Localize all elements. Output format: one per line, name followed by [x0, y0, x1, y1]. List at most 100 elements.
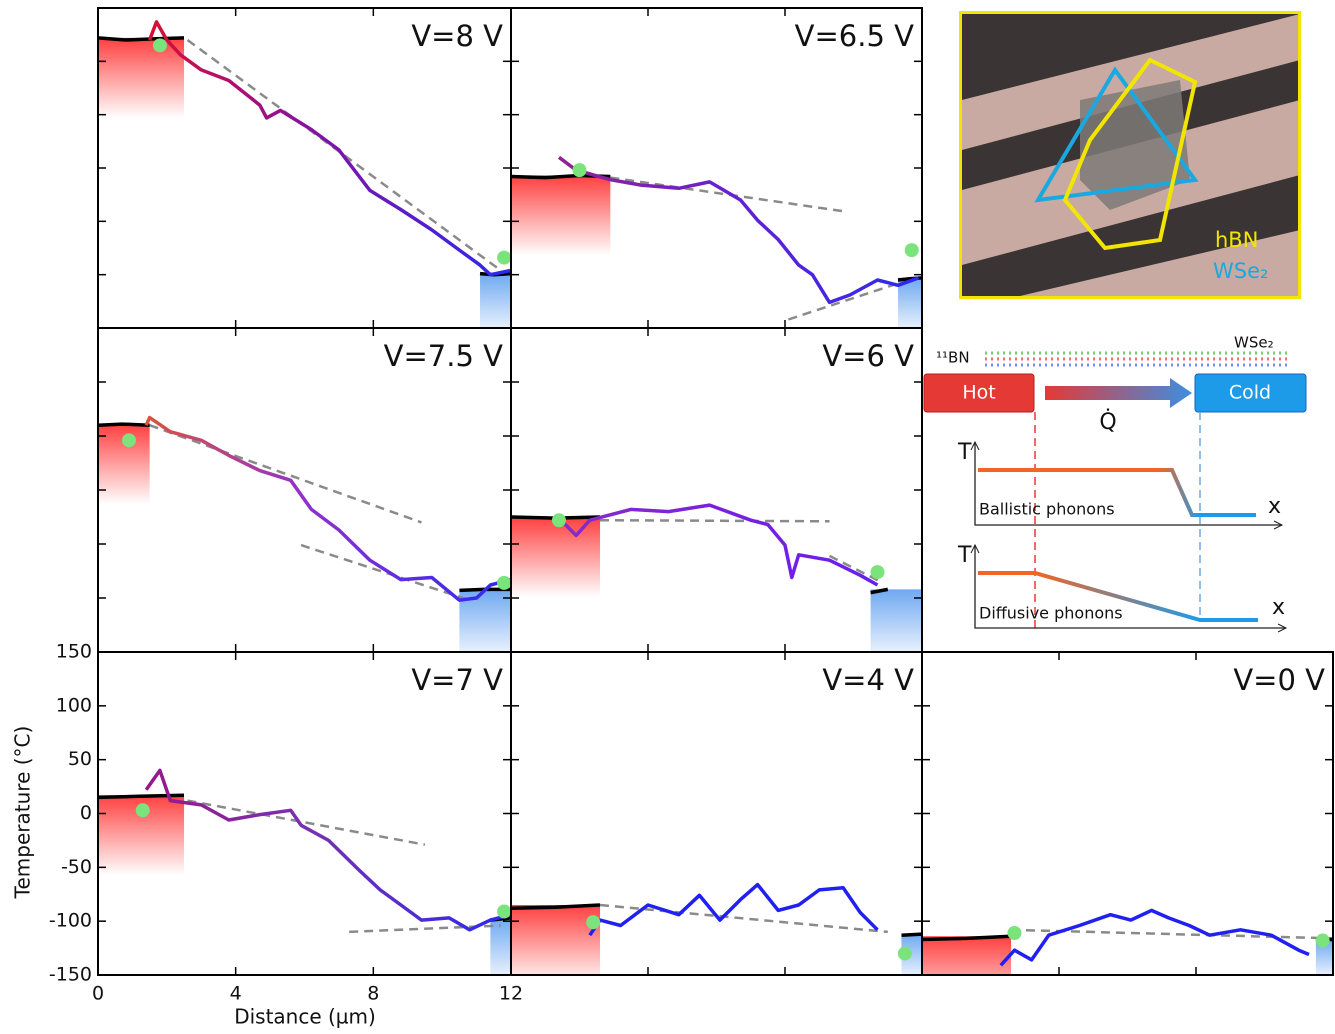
fit-line [187, 799, 426, 846]
marker [497, 575, 511, 590]
panel [97, 651, 512, 976]
fit-line [186, 38, 502, 272]
cold-electrode-temperature [901, 932, 922, 937]
marker [152, 38, 167, 53]
fit-line [610, 176, 847, 213]
cold-label: Cold [1229, 382, 1271, 404]
temperature-profile [144, 768, 511, 932]
panel [97, 327, 512, 653]
y-tick-label: -150 [49, 964, 92, 986]
schematic: ¹¹BN WSe₂ Hot Cold Q̇ T x Ballistic phon… [923, 334, 1307, 633]
fit-line [599, 903, 888, 934]
hot-electrode-temperature [98, 422, 150, 427]
hot-electrode-temperature [511, 903, 601, 910]
hot-electrode [98, 37, 185, 118]
plot-area [511, 882, 922, 975]
ballistic-profile [978, 468, 1256, 517]
fit-line [149, 424, 422, 524]
heat-flow-label: Q̇ [1099, 409, 1116, 435]
panel [921, 651, 1334, 976]
panel-label: V=6.5 V [795, 19, 914, 53]
y-tick-label: 0 [80, 802, 92, 824]
plot-axis-label: T [957, 543, 972, 568]
plot-axes [974, 442, 1282, 526]
hot-electrode [922, 936, 1012, 975]
diffusive-profile [978, 571, 1258, 622]
fit-line [599, 518, 830, 523]
plot-axis-label: x [1268, 494, 1281, 519]
plot-area [922, 908, 1333, 975]
cold-electrode [1315, 939, 1333, 975]
temperature-profile [588, 882, 879, 937]
panel [510, 327, 923, 653]
panel-label: V=6 V [822, 339, 914, 373]
marker [870, 565, 885, 580]
temperature-profile [557, 155, 920, 305]
hot-label: Hot [962, 382, 995, 404]
hot-electrode-temperature [98, 36, 185, 42]
electrode [1020, 230, 1298, 296]
panel-label: V=7.5 V [384, 339, 503, 373]
cold-electrode [870, 589, 922, 652]
plot-area [511, 155, 922, 328]
marker [904, 243, 919, 258]
marker [497, 904, 511, 919]
hot-box [923, 373, 1035, 413]
plot-axis-label: x [1272, 595, 1285, 620]
plot-area [98, 415, 511, 652]
plot-area [511, 503, 922, 652]
marker [551, 513, 566, 528]
marker [497, 250, 511, 265]
y-tick-label: -50 [61, 856, 92, 878]
hot-electrode [511, 517, 601, 597]
marker [121, 433, 136, 448]
panel-label: V=8 V [411, 19, 503, 53]
y-tick-label: 50 [68, 748, 92, 770]
electrode [962, 14, 1298, 150]
panel-label: V=4 V [822, 663, 914, 697]
wse2-outline [1034, 66, 1199, 203]
x-tick-label: 12 [499, 983, 523, 1005]
plot-caption: Diffusive phonons [979, 604, 1123, 623]
photo-label: WSe₂ [1213, 259, 1268, 283]
axis-arrow [970, 543, 980, 554]
panel [97, 7, 512, 329]
flake [1080, 80, 1190, 210]
panel-frame [510, 327, 923, 653]
y-tick-label: 100 [56, 694, 92, 716]
fit-line [828, 554, 882, 583]
axis-arrow [1277, 623, 1288, 633]
heat-arrow [1045, 378, 1192, 408]
marker [135, 803, 150, 818]
plot-axis-label: T [957, 440, 972, 465]
y-axis-title: Temperature (°C) [11, 726, 35, 900]
plot-caption: Ballistic phonons [979, 500, 1115, 519]
x-axis-title: Distance (µm) [234, 1005, 376, 1029]
x-tick-label: 4 [230, 983, 242, 1005]
marker [572, 163, 587, 178]
x-tick-label: 0 [92, 983, 104, 1005]
cold-box [1194, 373, 1307, 413]
marker [1007, 926, 1022, 941]
hot-electrode [511, 905, 601, 975]
plot-axes [974, 545, 1286, 629]
temperature-profile [557, 503, 879, 587]
panel [510, 651, 923, 976]
panel [510, 7, 923, 329]
x-tick-label: 8 [367, 983, 379, 1005]
panel-label: V=0 V [1233, 663, 1325, 697]
photo-label: hBN [1215, 228, 1258, 252]
y-tick-label: 150 [56, 641, 92, 663]
axis-arrow [1273, 520, 1284, 530]
axis-arrow [970, 440, 980, 451]
marker [897, 946, 912, 961]
hbn-outline [1062, 57, 1198, 251]
temperature-profile [999, 908, 1310, 967]
panel-frame [97, 327, 512, 653]
plot-area [98, 768, 511, 975]
temperature-profile [144, 415, 511, 602]
marker [586, 915, 601, 930]
cold-electrode-temperature [870, 587, 889, 595]
